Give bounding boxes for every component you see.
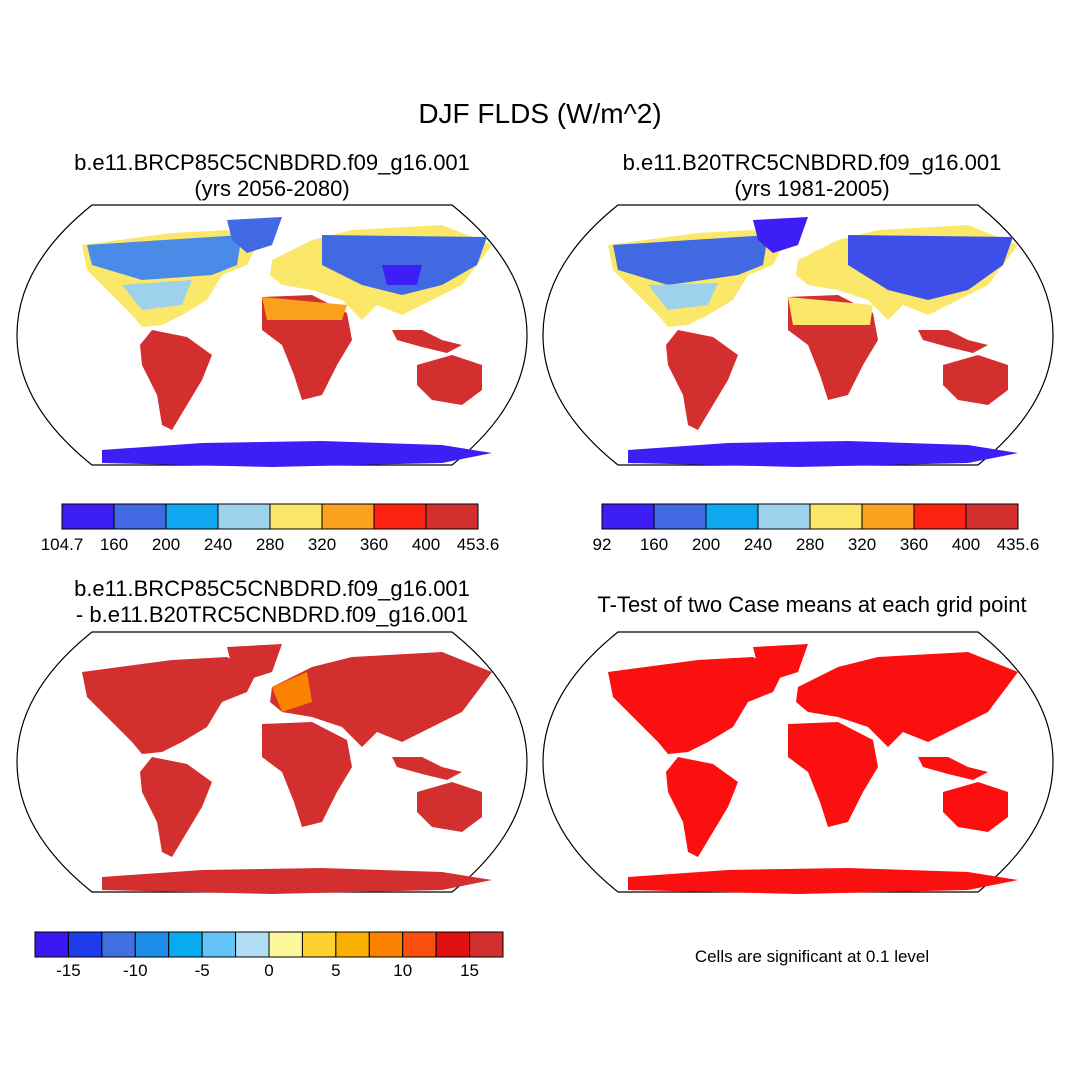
case1-colorbar-swatch-0 xyxy=(61,503,115,530)
case1-colorbar-swatch-3 xyxy=(217,503,271,530)
diff-colorbar-tick-label: 5 xyxy=(331,961,341,980)
diff-colorbar-tick-label: 15 xyxy=(460,961,480,980)
case2-title-line1: b.e11.B20TRC5CNBDRD.f09_g16.001 xyxy=(622,150,1002,175)
diff-colorbar-swatch-9 xyxy=(335,931,370,958)
case1-colorbar-swatch-6 xyxy=(373,503,427,530)
diff-colorbar-swatch-1 xyxy=(67,931,103,958)
case1-asia-plateau xyxy=(382,265,422,285)
case1-na-mid xyxy=(122,280,192,310)
case1-map xyxy=(16,204,528,467)
case2-colorbar-tick-label: 320 xyxy=(847,535,877,554)
case1-colorbar-tick-label: 400 xyxy=(411,535,441,554)
case1-colorbar-tick-label: 104.7 xyxy=(40,535,84,554)
case2-sahara xyxy=(788,297,873,325)
diff-colorbar-swatch-3 xyxy=(134,931,170,958)
diff-colorbar-swatch-2 xyxy=(101,931,136,958)
case1-colorbar-tick-label: 320 xyxy=(307,535,337,554)
diff-colorbar-tick-label: -5 xyxy=(194,961,210,980)
case2-colorbar-tick-label: 240 xyxy=(743,535,773,554)
diff-colorbar-swatch-8 xyxy=(301,931,337,958)
case2-colorbar-swatch-5 xyxy=(861,503,915,530)
diff-colorbar-swatch-6 xyxy=(235,931,270,958)
case2-title: b.e11.B20TRC5CNBDRD.f09_g16.001 (yrs 198… xyxy=(562,150,1062,202)
case1-colorbar-tick-label: 453.6 xyxy=(456,535,500,554)
diff-colorbar-swatch-0 xyxy=(34,931,69,958)
case2-map xyxy=(542,204,1054,467)
case2-colorbar-tick-label: 360 xyxy=(899,535,929,554)
case2-colorbar-labels: 92 160 200 240 280 320 360 400 435.6 xyxy=(0,535,1080,559)
case1-title-line2: (yrs 2056-2080) xyxy=(194,176,350,201)
case1-colorbar-tick-label: 360 xyxy=(359,535,389,554)
diff-map xyxy=(16,631,528,894)
case2-colorbar-tick-label: 160 xyxy=(639,535,669,554)
diff-colorbar-swatch-7 xyxy=(268,931,303,958)
diff-colorbar-swatch-13 xyxy=(469,931,504,958)
diff-colorbar xyxy=(34,931,504,958)
case2-colorbar-tick-label: 400 xyxy=(951,535,981,554)
diff-colorbar-tick-label: 0 xyxy=(264,961,274,980)
case1-colorbar xyxy=(61,503,479,530)
case2-colorbar-swatch-0 xyxy=(601,503,655,530)
diff-colorbar-swatch-5 xyxy=(201,931,237,958)
diff-title-line2: - b.e11.B20TRC5CNBDRD.f09_g16.001 xyxy=(75,602,469,627)
case2-na-cold xyxy=(613,235,768,285)
case2-colorbar-swatch-4 xyxy=(809,503,863,530)
case2-colorbar-swatch-3 xyxy=(757,503,811,530)
diff-colorbar-swatch-12 xyxy=(435,931,471,958)
diff-europe xyxy=(272,672,312,712)
diff-colorbar-tick-label: 10 xyxy=(393,961,413,980)
case1-colorbar-tick-label: 200 xyxy=(151,535,181,554)
diff-colorbar-swatch-4 xyxy=(168,931,203,958)
diff-title: b.e11.BRCP85C5CNBDRD.f09_g16.001 - b.e11… xyxy=(22,576,522,628)
diff-colorbar-swatch-10 xyxy=(368,931,404,958)
case1-title-line1: b.e11.BRCP85C5CNBDRD.f09_g16.001 xyxy=(74,150,470,175)
diff-colorbar-swatch-11 xyxy=(402,931,437,958)
diff-title-line1: b.e11.BRCP85C5CNBDRD.f09_g16.001 xyxy=(74,576,470,601)
case2-na-mid xyxy=(648,283,718,310)
case1-colorbar-tick-label: 160 xyxy=(99,535,129,554)
case2-title-line2: (yrs 1981-2005) xyxy=(734,176,890,201)
case2-colorbar-swatch-7 xyxy=(965,503,1019,530)
case2-colorbar-tick-label: 435.6 xyxy=(996,535,1040,554)
case1-colorbar-labels: 104.7 160 200 240 280 320 360 400 453.6 xyxy=(0,535,1080,559)
case2-colorbar-tick-label: 200 xyxy=(691,535,721,554)
case1-colorbar-swatch-2 xyxy=(165,503,219,530)
case1-colorbar-swatch-1 xyxy=(113,503,167,530)
diff-colorbar-tick-label: -15 xyxy=(56,961,81,980)
case1-colorbar-swatch-7 xyxy=(425,503,479,530)
case2-colorbar-swatch-2 xyxy=(705,503,759,530)
ttest-title: T-Test of two Case means at each grid po… xyxy=(597,592,1027,617)
diff-colorbar-labels: -15 -10 -5 0 5 10 15 xyxy=(0,961,1080,985)
case2-colorbar-swatch-6 xyxy=(913,503,967,530)
case2-colorbar xyxy=(601,503,1019,530)
case2-asia-cold xyxy=(848,235,1013,300)
case1-title: b.e11.BRCP85C5CNBDRD.f09_g16.001 (yrs 20… xyxy=(22,150,522,202)
main-title: DJF FLDS (W/m^2) xyxy=(418,98,662,129)
case1-colorbar-swatch-5 xyxy=(321,503,375,530)
diff-colorbar-tick-label: -10 xyxy=(122,961,148,980)
case2-colorbar-tick-label: 280 xyxy=(795,535,825,554)
case1-na-cold xyxy=(87,235,242,280)
case1-sahara xyxy=(262,297,347,320)
ttest-note: Cells are significant at 0.1 level xyxy=(694,947,930,966)
case2-colorbar-swatch-1 xyxy=(653,503,707,530)
case2-colorbar-tick-label: 92 xyxy=(592,535,612,554)
case1-colorbar-tick-label: 280 xyxy=(255,535,285,554)
case1-colorbar-tick-label: 240 xyxy=(203,535,233,554)
ttest-map xyxy=(542,631,1054,894)
case1-colorbar-swatch-4 xyxy=(269,503,323,530)
